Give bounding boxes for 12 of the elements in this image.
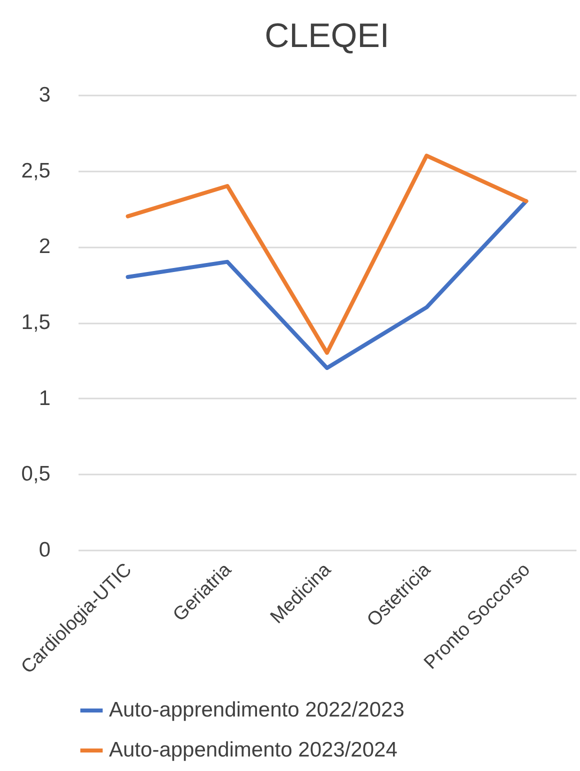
legend-label: Auto-apprendimento 2022/2023 (109, 698, 404, 722)
y-tick-label: 1,5 (21, 311, 50, 334)
line-series (126, 199, 528, 370)
y-tick-label: 2,5 (21, 159, 50, 182)
legend-label: Auto-appendimento 2023/2024 (109, 738, 398, 762)
line-series (126, 154, 528, 355)
chart-title: CLEQEI (264, 17, 390, 55)
y-tick-label: 1 (38, 386, 50, 410)
y-tick-label: 2 (38, 235, 50, 258)
y-tick-label: 0 (38, 538, 50, 562)
y-tick-label: 3 (38, 84, 50, 106)
y-tick-label: 0,5 (21, 462, 50, 486)
